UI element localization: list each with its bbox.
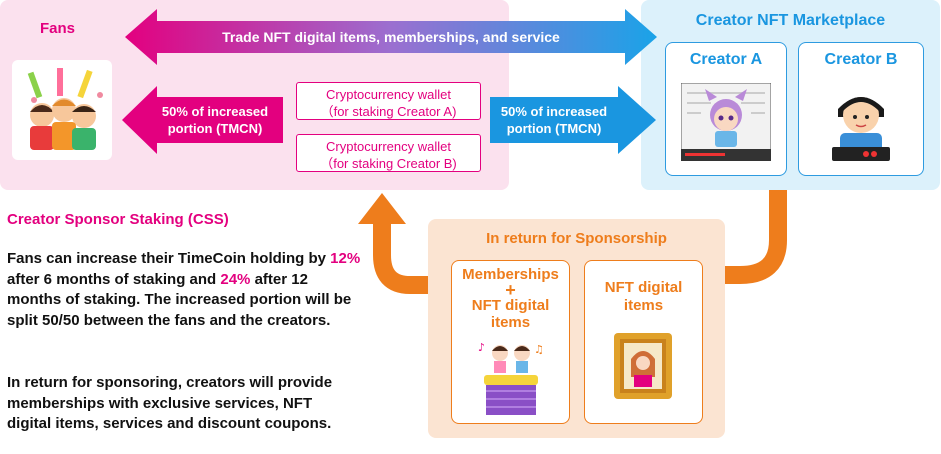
fans-share-line2: portion (TMCN) (167, 121, 263, 136)
wallet-b-line2: （for staking Creator B) (320, 156, 457, 171)
creator-b-gamer-illustration (832, 97, 890, 161)
css-p1-part-a: Fans can increase their TimeCoin holding… (7, 250, 331, 267)
css-p1-pct-6m: 12% (330, 250, 361, 267)
svg-text:♪: ♪ (478, 341, 485, 354)
orange-arrow-right (725, 190, 787, 284)
fans-share-line1: 50% of increased (161, 104, 269, 119)
marketplace-title: Creator NFT Marketplace (695, 12, 886, 29)
creator-share-label: 50% of increased portion (TMCN) (490, 103, 618, 137)
return-title: In return for Sponsorship (486, 230, 667, 247)
css-p1-part-c: after 12 months of staking. The increase… (7, 270, 352, 329)
wallet-a-line1: Cryptocurrency wallet (326, 87, 451, 102)
creator-a-label: Creator A (689, 51, 763, 68)
blue-arrow-right (490, 86, 656, 154)
orange-arrowhead-up (358, 193, 406, 224)
wallet-creator-a: Cryptocurrency wallet （for staking Creat… (296, 82, 481, 120)
nft-card-label-line1: NFT digital (604, 279, 683, 296)
css-paragraph-1: Fans can increase their TimeCoin holding… (7, 249, 362, 331)
svg-text:♫: ♫ (534, 343, 544, 356)
css-paragraph-2: In return for sponsoring, creators will … (7, 374, 333, 432)
fans-image (12, 60, 112, 160)
nft-card-label-line2: items (623, 297, 664, 314)
wallet-a-line2: （for staking Creator A) (320, 104, 457, 119)
framed-portrait-illustration (614, 333, 672, 399)
css-p1-part-b: after 6 months of staking and (7, 270, 221, 288)
creator-a-card: Creator A (665, 42, 787, 176)
fans-share-label: 50% of increased portion (TMCN) (150, 103, 280, 137)
creator-share-line2: portion (TMCN) (506, 121, 602, 136)
nft-items-label-line2: items (490, 314, 531, 331)
nft-items-label-line1: NFT digital (471, 297, 550, 314)
fans-title: Fans (40, 20, 76, 37)
css-p1-pct-12m: 24% (220, 270, 251, 288)
plus-sign: + (505, 280, 516, 300)
wallet-b-line1: Cryptocurrency wallet (326, 139, 451, 154)
creator-share-line1: 50% of increased (500, 104, 608, 119)
idol-stage-illustration: ♪ ♫ (478, 341, 544, 415)
creator-b-label: Creator B (824, 51, 898, 68)
creator-a-video-illustration (681, 83, 771, 161)
pink-arrow-left (122, 86, 283, 154)
orange-arrow-left (373, 222, 428, 294)
trade-label: Trade NFT digital items, memberships, an… (222, 29, 560, 45)
creator-b-card: Creator B (798, 42, 924, 176)
memberships-label: Memberships (462, 266, 559, 283)
top-double-arrow (125, 9, 657, 65)
wallet-creator-b: Cryptocurrency wallet （for staking Creat… (296, 134, 481, 172)
memberships-nft-card: Memberships + NFT digital items ♪ ♫ (451, 260, 570, 424)
css-heading: Creator Sponsor Staking (CSS) (7, 211, 229, 228)
nft-items-card: NFT digital items (584, 260, 703, 424)
cheering-fans-illustration (27, 68, 103, 150)
